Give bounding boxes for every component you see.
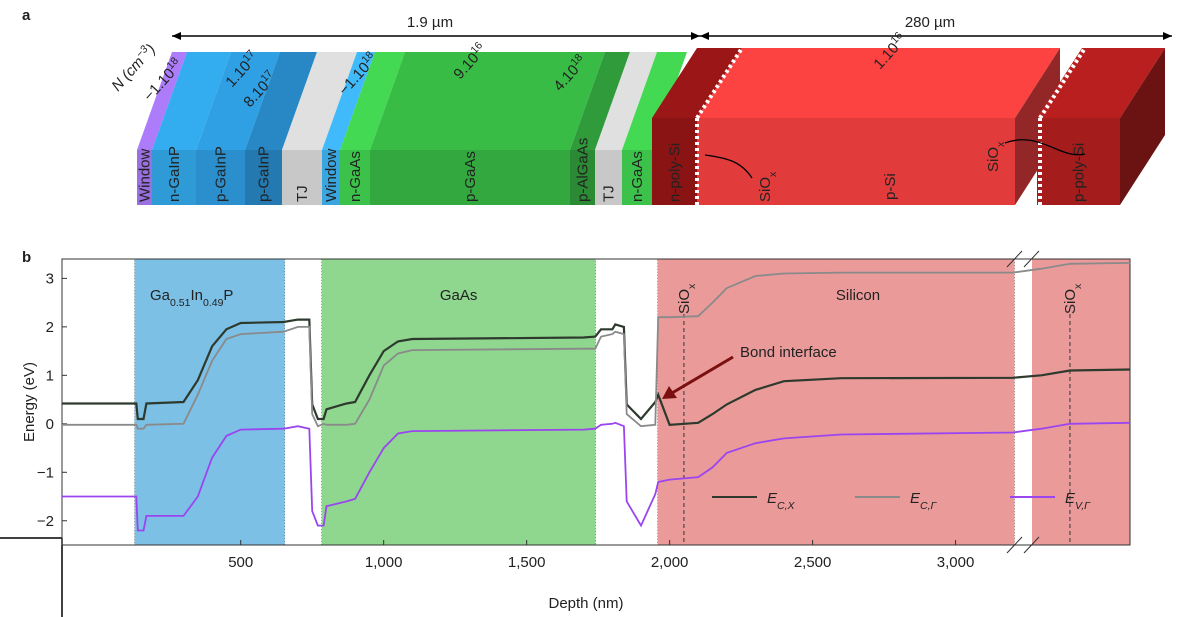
x-tick-label: 2,000 (651, 554, 689, 571)
layer-label: n-poly-Si (667, 143, 684, 202)
layer-label: n-GaInP (166, 146, 183, 202)
y-tick-label: −1 (37, 464, 54, 481)
figure: a 1.9 µm 280 µm Window n-GaInP p-GaInP p-GaInP… (0, 0, 1191, 617)
y-tick-label: 1 (46, 367, 54, 384)
layer-label: p-poly-Si (1071, 143, 1088, 202)
y-tick-label: 0 (46, 416, 54, 433)
layer-label: p-GaInP (213, 146, 230, 202)
x-tick-label: 1,000 (365, 554, 403, 571)
marker-label-part: x (1072, 283, 1084, 289)
region-label-part: In (190, 287, 203, 304)
region-label-part: 0.49 (203, 297, 224, 309)
marker-label-part: SiO (676, 289, 693, 314)
layer-label: TJ (601, 185, 618, 202)
y-tick-label: −2 (37, 513, 54, 530)
y-axis-title: Energy (eV) (21, 362, 38, 442)
region-label-part: 0.51 (170, 297, 191, 309)
oxide-label-part: x (995, 141, 1007, 147)
dimension-label: 280 µm (905, 14, 955, 31)
panel-label: b (22, 249, 31, 266)
layer-label: n-GaAs (629, 151, 646, 202)
marker-label-part: x (686, 283, 698, 289)
arrow-head (172, 32, 181, 40)
oxide-label-part: SiO (757, 177, 774, 202)
layer-label: n-GaAs (347, 151, 364, 202)
x-tick-label: 1,500 (508, 554, 546, 571)
layer (697, 118, 1015, 205)
dimension-label: 1.9 µm (407, 14, 453, 31)
y-tick-label: 3 (46, 270, 54, 287)
oxide-label-part: x (767, 171, 779, 177)
region-label-part: Ga (150, 287, 171, 304)
layer-label: p-Si (882, 173, 899, 200)
layer-label: Window (323, 148, 340, 202)
layer-label: Window (137, 148, 154, 202)
y-tick-label: 2 (46, 319, 54, 336)
layer-label: p-GaAs (462, 151, 479, 202)
oxide-label-part: SiO (985, 147, 1002, 172)
legend-sub: V,Γ (1075, 500, 1091, 512)
x-tick-label: 3,000 (937, 554, 975, 571)
x-axis-title: Depth (nm) (548, 595, 623, 612)
layer-label: TJ (294, 185, 311, 202)
layer-label: p-GaInP (256, 146, 273, 202)
arrow-head (700, 32, 709, 40)
x-tick-label: 2,500 (794, 554, 832, 571)
marker-label-part: SiO (1062, 289, 1079, 314)
arrow-head (691, 32, 700, 40)
annotation: Bond interface (740, 344, 837, 361)
layer-label: p-AlGaAs (575, 138, 592, 202)
arrow-head (1163, 32, 1172, 40)
axis-break (1015, 255, 1032, 549)
region-label: GaAs (440, 287, 478, 304)
legend-sub: C,Γ (920, 500, 938, 512)
panel-label: a (22, 7, 31, 24)
region-label: Silicon (836, 287, 880, 304)
region-label-part: P (223, 287, 233, 304)
legend-sub: C,X (777, 500, 796, 512)
x-tick-label: 500 (228, 554, 253, 571)
